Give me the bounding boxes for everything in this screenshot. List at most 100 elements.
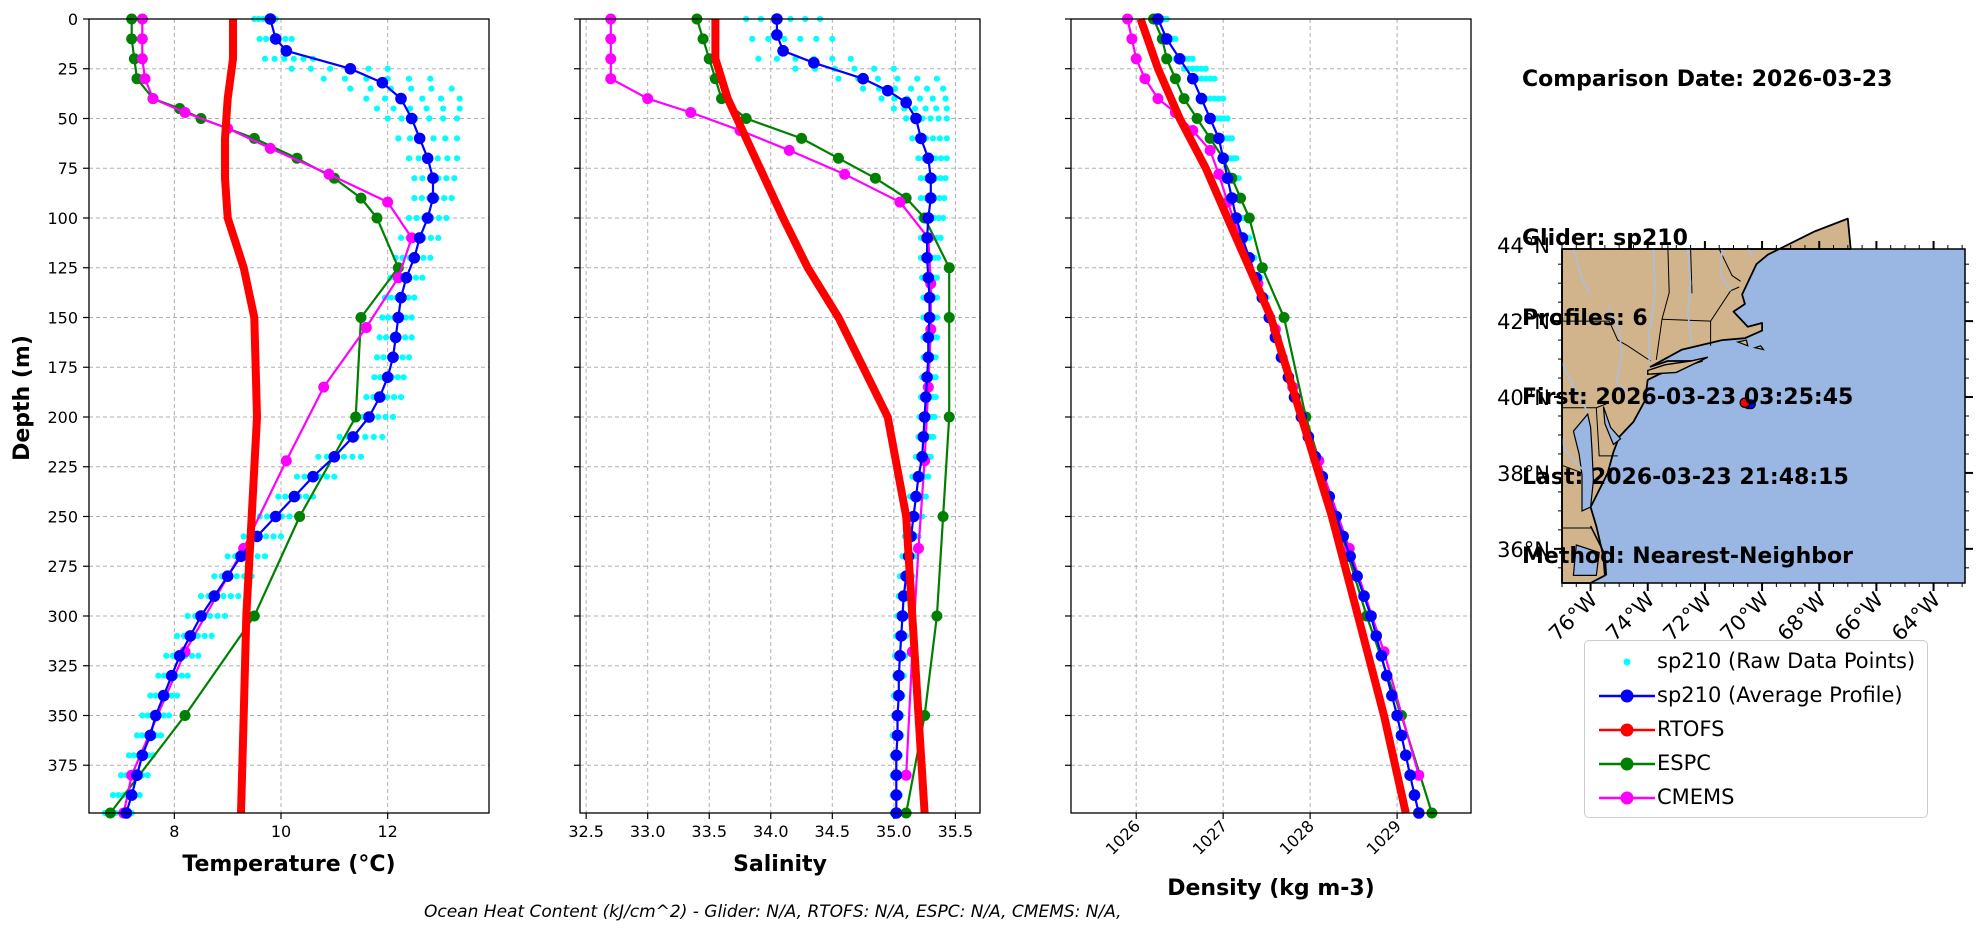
espc-marker xyxy=(248,610,260,622)
glider_avg-marker xyxy=(922,152,935,165)
raw-data-point xyxy=(389,413,397,421)
glider_avg-marker xyxy=(921,371,933,383)
map-lat-label: 42°N xyxy=(1497,310,1550,334)
y-tick-label: 275 xyxy=(47,557,78,576)
pamlico-sound xyxy=(1572,544,1600,577)
raw-data-point xyxy=(323,473,330,480)
glider_avg-marker xyxy=(421,212,434,224)
glider_avg-marker xyxy=(921,251,933,264)
axes-frame xyxy=(88,18,490,814)
raw-data-point xyxy=(144,712,151,719)
y-tick-label: 50 xyxy=(58,109,78,128)
raw-data-point xyxy=(184,672,191,679)
raw-data-point xyxy=(442,135,449,142)
glider_avg-marker xyxy=(381,371,394,383)
glider_avg-marker xyxy=(924,172,937,184)
raw-data-point xyxy=(405,214,413,222)
raw-data-point xyxy=(138,732,145,739)
raw-data-point xyxy=(1220,95,1227,102)
raw-data-point xyxy=(370,433,377,440)
marthas-vineyard xyxy=(1735,339,1749,347)
raw-data-point xyxy=(749,35,756,42)
glider_avg-marker xyxy=(131,769,143,781)
cmems-marker xyxy=(900,769,912,781)
raw-data-point xyxy=(443,214,450,222)
raw-data-point xyxy=(773,55,781,62)
raw-data-point xyxy=(402,314,409,321)
raw-data-point xyxy=(261,55,269,62)
legend-entry-average: sp210 (Average Profile) xyxy=(1585,680,1927,710)
raw-data-point xyxy=(943,155,950,162)
raw-data-point xyxy=(397,234,405,241)
glider_avg-marker xyxy=(328,450,341,463)
cmems-marker xyxy=(360,321,372,333)
x-tick-label: 1028 xyxy=(1276,816,1318,858)
raw-data-point xyxy=(411,175,418,182)
raw-data-point xyxy=(201,632,208,639)
cmems-marker xyxy=(280,455,292,467)
raw-data-point xyxy=(939,214,947,222)
glider_avg-marker xyxy=(910,490,922,503)
raw-data-point xyxy=(792,65,799,72)
raw-data-point xyxy=(859,85,867,92)
info-blank xyxy=(1522,147,1892,174)
raw-data-point xyxy=(933,105,940,112)
glider_avg-marker xyxy=(881,84,894,97)
glider_avg-marker xyxy=(1380,669,1393,682)
cmems-marker xyxy=(139,73,151,85)
raw-data-point xyxy=(214,612,221,620)
river xyxy=(1606,305,1627,392)
raw-data-point xyxy=(917,175,925,182)
glider_avg-marker xyxy=(376,76,389,89)
raw-data-point xyxy=(1189,65,1196,72)
legend-label: sp210 (Raw Data Points) xyxy=(1657,649,1916,673)
raw-data-point xyxy=(909,135,916,142)
y-tick-label: 200 xyxy=(47,408,78,427)
glider_avg-marker xyxy=(1173,52,1186,65)
glider_avg-marker xyxy=(413,132,426,145)
state-border xyxy=(1562,320,1628,347)
cmems-marker xyxy=(323,168,335,180)
raw-data-point xyxy=(262,533,270,540)
raw-data-point xyxy=(420,254,427,261)
axes-frame xyxy=(1070,18,1472,814)
nantucket xyxy=(1752,345,1765,351)
raw-data-point xyxy=(341,75,349,82)
raw-data-point xyxy=(428,85,435,92)
raw-data-point xyxy=(916,95,924,102)
y-tick-label: 250 xyxy=(47,507,78,526)
raw-data-point xyxy=(307,65,314,72)
raw-data-point xyxy=(1193,65,1201,72)
raw-data-point xyxy=(380,354,387,361)
raw-data-point xyxy=(419,175,426,182)
raw-data-point xyxy=(390,105,397,112)
legend-label: sp210 (Average Profile) xyxy=(1657,683,1903,707)
cmems-marker xyxy=(147,93,159,105)
raw-data-point xyxy=(405,354,413,361)
raw-data-point xyxy=(320,75,327,82)
raw-data-point xyxy=(829,35,836,42)
raw-data-point xyxy=(1202,65,1209,72)
raw-data-point xyxy=(206,612,214,620)
raw-data-point xyxy=(374,413,382,421)
y-tick-label: 150 xyxy=(47,308,78,327)
espc-marker xyxy=(832,152,844,164)
raw-data-point xyxy=(173,632,181,639)
x-tick-label: 1027 xyxy=(1189,816,1231,858)
raw-data-point xyxy=(336,433,343,440)
raw-data-point xyxy=(443,175,450,182)
raw-data-point xyxy=(936,135,943,142)
raw-data-point xyxy=(384,65,391,72)
river xyxy=(1719,248,1732,292)
raw-data-point xyxy=(413,214,420,222)
raw-data-point xyxy=(937,175,944,182)
glider_avg-marker xyxy=(235,550,247,563)
raw-data-point xyxy=(125,752,133,759)
glider_avg-marker xyxy=(144,729,157,742)
glider_avg-marker xyxy=(891,709,904,722)
glider_avg-marker xyxy=(363,411,375,423)
raw-data-point xyxy=(161,672,168,679)
raw-data-point xyxy=(264,513,271,520)
x-tick-label: 1026 xyxy=(1102,816,1144,858)
y-tick-label: 375 xyxy=(47,756,78,775)
